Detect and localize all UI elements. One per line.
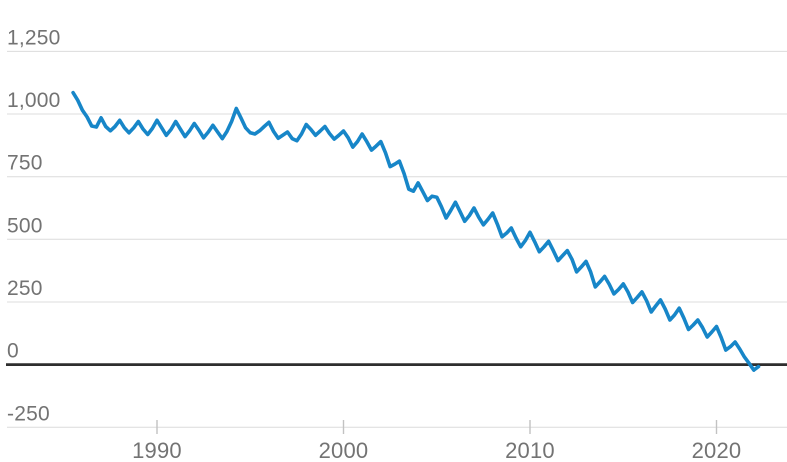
y-axis-label: 250 [7, 277, 43, 300]
y-axis-label: 500 [7, 214, 43, 237]
x-axis-label: 2000 [319, 438, 369, 462]
x-axis-labels: 1990 2000 2010 2020 [132, 438, 741, 462]
y-gridlines [7, 50, 787, 428]
y-axis-labels: 1,250 1,000 750 500 250 0 -250 [7, 26, 61, 425]
y-axis-label: 1,000 [7, 89, 61, 112]
x-ticks [156, 420, 718, 434]
x-axis-label: 2010 [505, 438, 555, 462]
y-axis-label: 750 [7, 152, 43, 175]
y-axis-label: 0 [7, 340, 19, 363]
x-axis-label: 1990 [132, 438, 182, 462]
y-axis-label: -250 [7, 402, 50, 425]
data-line [71, 90, 761, 372]
y-axis-label: 1,250 [7, 26, 61, 49]
x-axis-label: 2020 [692, 438, 742, 462]
